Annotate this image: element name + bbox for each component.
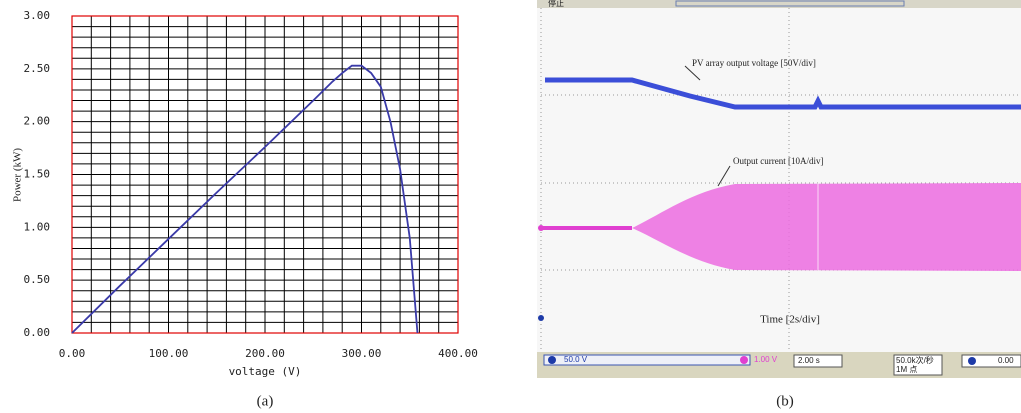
y-tick-label: 0.00	[24, 326, 51, 339]
x-tick-label: 200.00	[245, 347, 285, 360]
y-tick-label: 3.00	[24, 9, 51, 22]
record-length: 1M 点	[896, 365, 917, 374]
x-tick-label: 300.00	[342, 347, 382, 360]
voltage-label: PV array output voltage [50V/div]	[692, 58, 816, 68]
current-label: Output current [10A/div]	[733, 156, 823, 166]
caption: (b)	[776, 393, 794, 409]
scope-status: 停止	[548, 0, 564, 8]
ch2-scale: 1.00 V	[754, 355, 778, 364]
time-label: Time [2s/div]	[760, 314, 820, 326]
timebase: 2.00 s	[798, 356, 820, 365]
caption: (a)	[257, 393, 274, 409]
ch1-icon	[548, 356, 556, 364]
y-tick-label: 2.00	[24, 115, 51, 128]
x-tick-label: 400.00	[438, 347, 478, 360]
x-axis-label: voltage (V)	[229, 365, 302, 378]
trigger-icon	[968, 357, 976, 365]
sample-rate: 50.0k次/秒	[896, 355, 934, 365]
x-tick-label: 100.00	[149, 347, 189, 360]
y-tick-label: 2.50	[24, 62, 51, 75]
x-tick-label: 0.00	[59, 347, 86, 360]
trigger-level: 0.00	[998, 356, 1014, 365]
figure: Power (kW) voltage (V) (a) (b) 停止 PV arr…	[0, 0, 1021, 413]
y-tick-label: 0.50	[24, 273, 51, 286]
oscilloscope: 停止 PV array output voltage [50V/div] Out…	[537, 0, 1021, 378]
pv-curve	[72, 66, 417, 333]
y-tick-label: 1.50	[24, 168, 51, 181]
y-axis-label: Power (kW)	[12, 148, 24, 202]
ch2-marker	[538, 225, 544, 231]
ch1-scale: 50.0 V	[564, 355, 588, 364]
y-tick-label: 1.00	[24, 220, 51, 233]
ch1-marker	[538, 315, 544, 321]
ch2-icon	[740, 356, 748, 364]
